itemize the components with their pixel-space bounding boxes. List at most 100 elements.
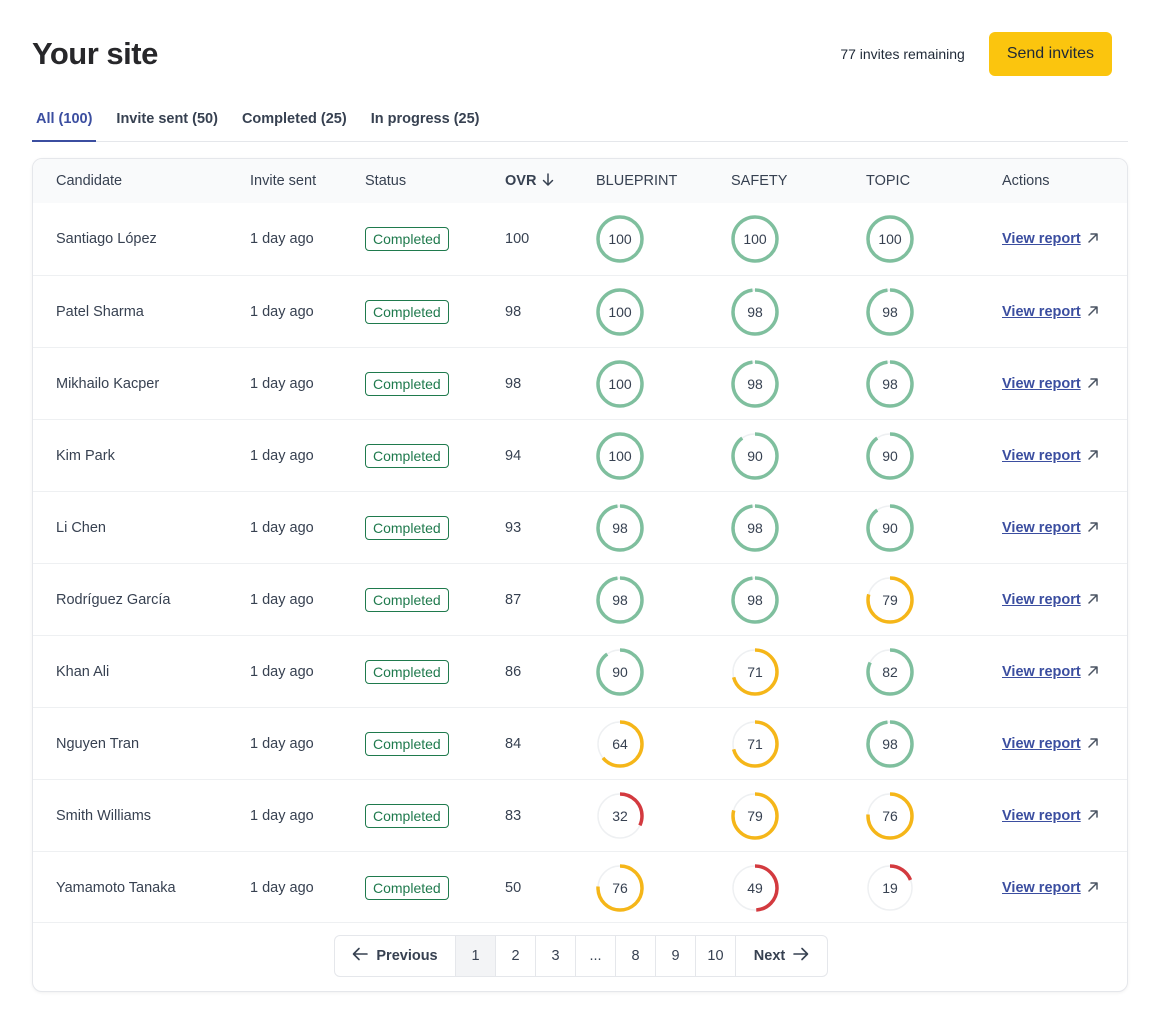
status-badge: Completed	[365, 660, 449, 684]
candidate-name: Li Chen	[56, 520, 106, 536]
topic-score-gauge	[866, 864, 914, 912]
view-report-link[interactable]: View report	[1002, 520, 1099, 537]
column-header-invite-sent[interactable]: Invite sent	[250, 173, 317, 189]
blueprint-cell: 76	[596, 852, 644, 924]
view-report-link[interactable]: View report	[1002, 592, 1099, 609]
status-badge: Completed	[365, 876, 449, 900]
topic-score-value: 90	[882, 448, 898, 464]
view-report-link[interactable]: View report	[1002, 808, 1099, 825]
previous-page-button[interactable]: Previous	[335, 936, 455, 976]
column-header-ovr[interactable]: OVR	[505, 159, 554, 203]
page-button-10[interactable]: 10	[695, 936, 735, 976]
page-button-3[interactable]: 3	[535, 936, 575, 976]
tab-completed[interactable]: Completed (25)	[241, 111, 347, 127]
invite-sent-time: 1 day ago	[250, 376, 314, 392]
blueprint-score-gauge	[596, 864, 644, 912]
safety-score-gauge	[731, 288, 779, 336]
topic-score-gauge	[866, 720, 914, 768]
blueprint-score-arc	[596, 648, 644, 696]
topic-score-arc	[866, 648, 914, 696]
view-report-label: View report	[1002, 592, 1081, 608]
blueprint-score-arc	[596, 215, 644, 263]
topic-score-value: 90	[882, 520, 898, 536]
column-header-safety[interactable]: SAFETY	[731, 173, 788, 189]
candidate-name: Smith Williams	[56, 808, 152, 824]
blueprint-score-gauge	[596, 360, 644, 408]
status-cell: Completed	[365, 780, 449, 852]
next-page-button[interactable]: Next	[735, 936, 827, 976]
arrow-down-icon	[542, 172, 554, 190]
column-header-topic[interactable]: TOPIC	[866, 173, 911, 189]
actions-cell: View report	[1002, 276, 1099, 348]
view-report-label: View report	[1002, 448, 1081, 464]
blueprint-score-value: 100	[608, 376, 632, 392]
view-report-label: View report	[1002, 664, 1081, 680]
safety-score-value: 98	[747, 520, 763, 536]
topic-score-arc	[866, 720, 914, 768]
blueprint-score-gauge	[596, 215, 644, 263]
safety-score-gauge	[731, 792, 779, 840]
external-link-icon	[1087, 376, 1099, 393]
header-actions: 77 invites remaining Send invites	[840, 32, 1112, 76]
tab-in-progress[interactable]: In progress (25)	[370, 111, 480, 127]
safety-score-value: 49	[747, 880, 763, 896]
table-row: Smith Williams 1 day ago Completed 83 32 79 76…	[33, 779, 1127, 851]
ovr-score: 83	[505, 808, 522, 824]
column-header-status[interactable]: Status	[365, 173, 407, 189]
candidate-name: Patel Sharma	[56, 304, 144, 320]
safety-score-ring: 71	[731, 648, 779, 696]
view-report-link[interactable]: View report	[1002, 736, 1099, 753]
column-header-blueprint[interactable]: BLUEPRINT	[596, 173, 678, 189]
blueprint-score-value: 100	[608, 231, 632, 247]
view-report-link[interactable]: View report	[1002, 664, 1099, 681]
invite-sent-time: 1 day ago	[250, 664, 314, 680]
page-button-9[interactable]: 9	[655, 936, 695, 976]
status-cell: Completed	[365, 203, 449, 275]
blueprint-score-gauge	[596, 648, 644, 696]
column-header-actions: Actions	[1002, 173, 1050, 189]
view-report-label: View report	[1002, 376, 1081, 392]
invite-sent-time: 1 day ago	[250, 592, 314, 608]
view-report-link[interactable]: View report	[1002, 880, 1099, 897]
blueprint-score-gauge	[596, 720, 644, 768]
view-report-link[interactable]: View report	[1002, 304, 1099, 321]
table-row: Yamamoto Tanaka 1 day ago Completed 50 76 49 1…	[33, 851, 1127, 923]
blueprint-score-value: 76	[612, 880, 628, 896]
blueprint-score-gauge	[596, 504, 644, 552]
safety-score-value: 71	[747, 736, 763, 752]
safety-score-ring: 98	[731, 360, 779, 408]
safety-score-ring: 98	[731, 288, 779, 336]
blueprint-score-ring: 98	[596, 576, 644, 624]
view-report-link[interactable]: View report	[1002, 231, 1099, 248]
send-invites-button[interactable]: Send invites	[988, 32, 1112, 76]
status-badge: Completed	[365, 588, 449, 612]
page-button-8[interactable]: 8	[615, 936, 655, 976]
blueprint-cell: 32	[596, 780, 644, 852]
topic-score-ring: 19	[866, 864, 914, 912]
status-cell: Completed	[365, 276, 449, 348]
column-header-candidate[interactable]: Candidate	[56, 173, 123, 189]
actions-cell: View report	[1002, 492, 1099, 564]
view-report-link[interactable]: View report	[1002, 448, 1099, 465]
blueprint-score-arc	[596, 432, 644, 480]
status-badge: Completed	[365, 227, 449, 251]
topic-score-value: 100	[878, 231, 902, 247]
safety-cell: 71	[731, 708, 779, 780]
blueprint-cell: 100	[596, 420, 644, 492]
external-link-icon	[1087, 880, 1099, 897]
ovr-score: 84	[505, 736, 522, 752]
page-button-1[interactable]: 1	[455, 936, 495, 976]
topic-score-gauge	[866, 432, 914, 480]
next-label: Next	[753, 948, 786, 964]
candidate-name: Nguyen Tran	[56, 736, 140, 752]
invite-sent-time: 1 day ago	[250, 304, 314, 320]
tab-invite-sent[interactable]: Invite sent (50)	[116, 111, 218, 127]
view-report-link[interactable]: View report	[1002, 376, 1099, 393]
tab-all[interactable]: All (100)	[32, 104, 97, 142]
status-cell: Completed	[365, 564, 449, 636]
topic-score-gauge	[866, 215, 914, 263]
page-button-2[interactable]: 2	[495, 936, 535, 976]
safety-score-value: 98	[747, 304, 763, 320]
safety-score-ring: 71	[731, 720, 779, 768]
